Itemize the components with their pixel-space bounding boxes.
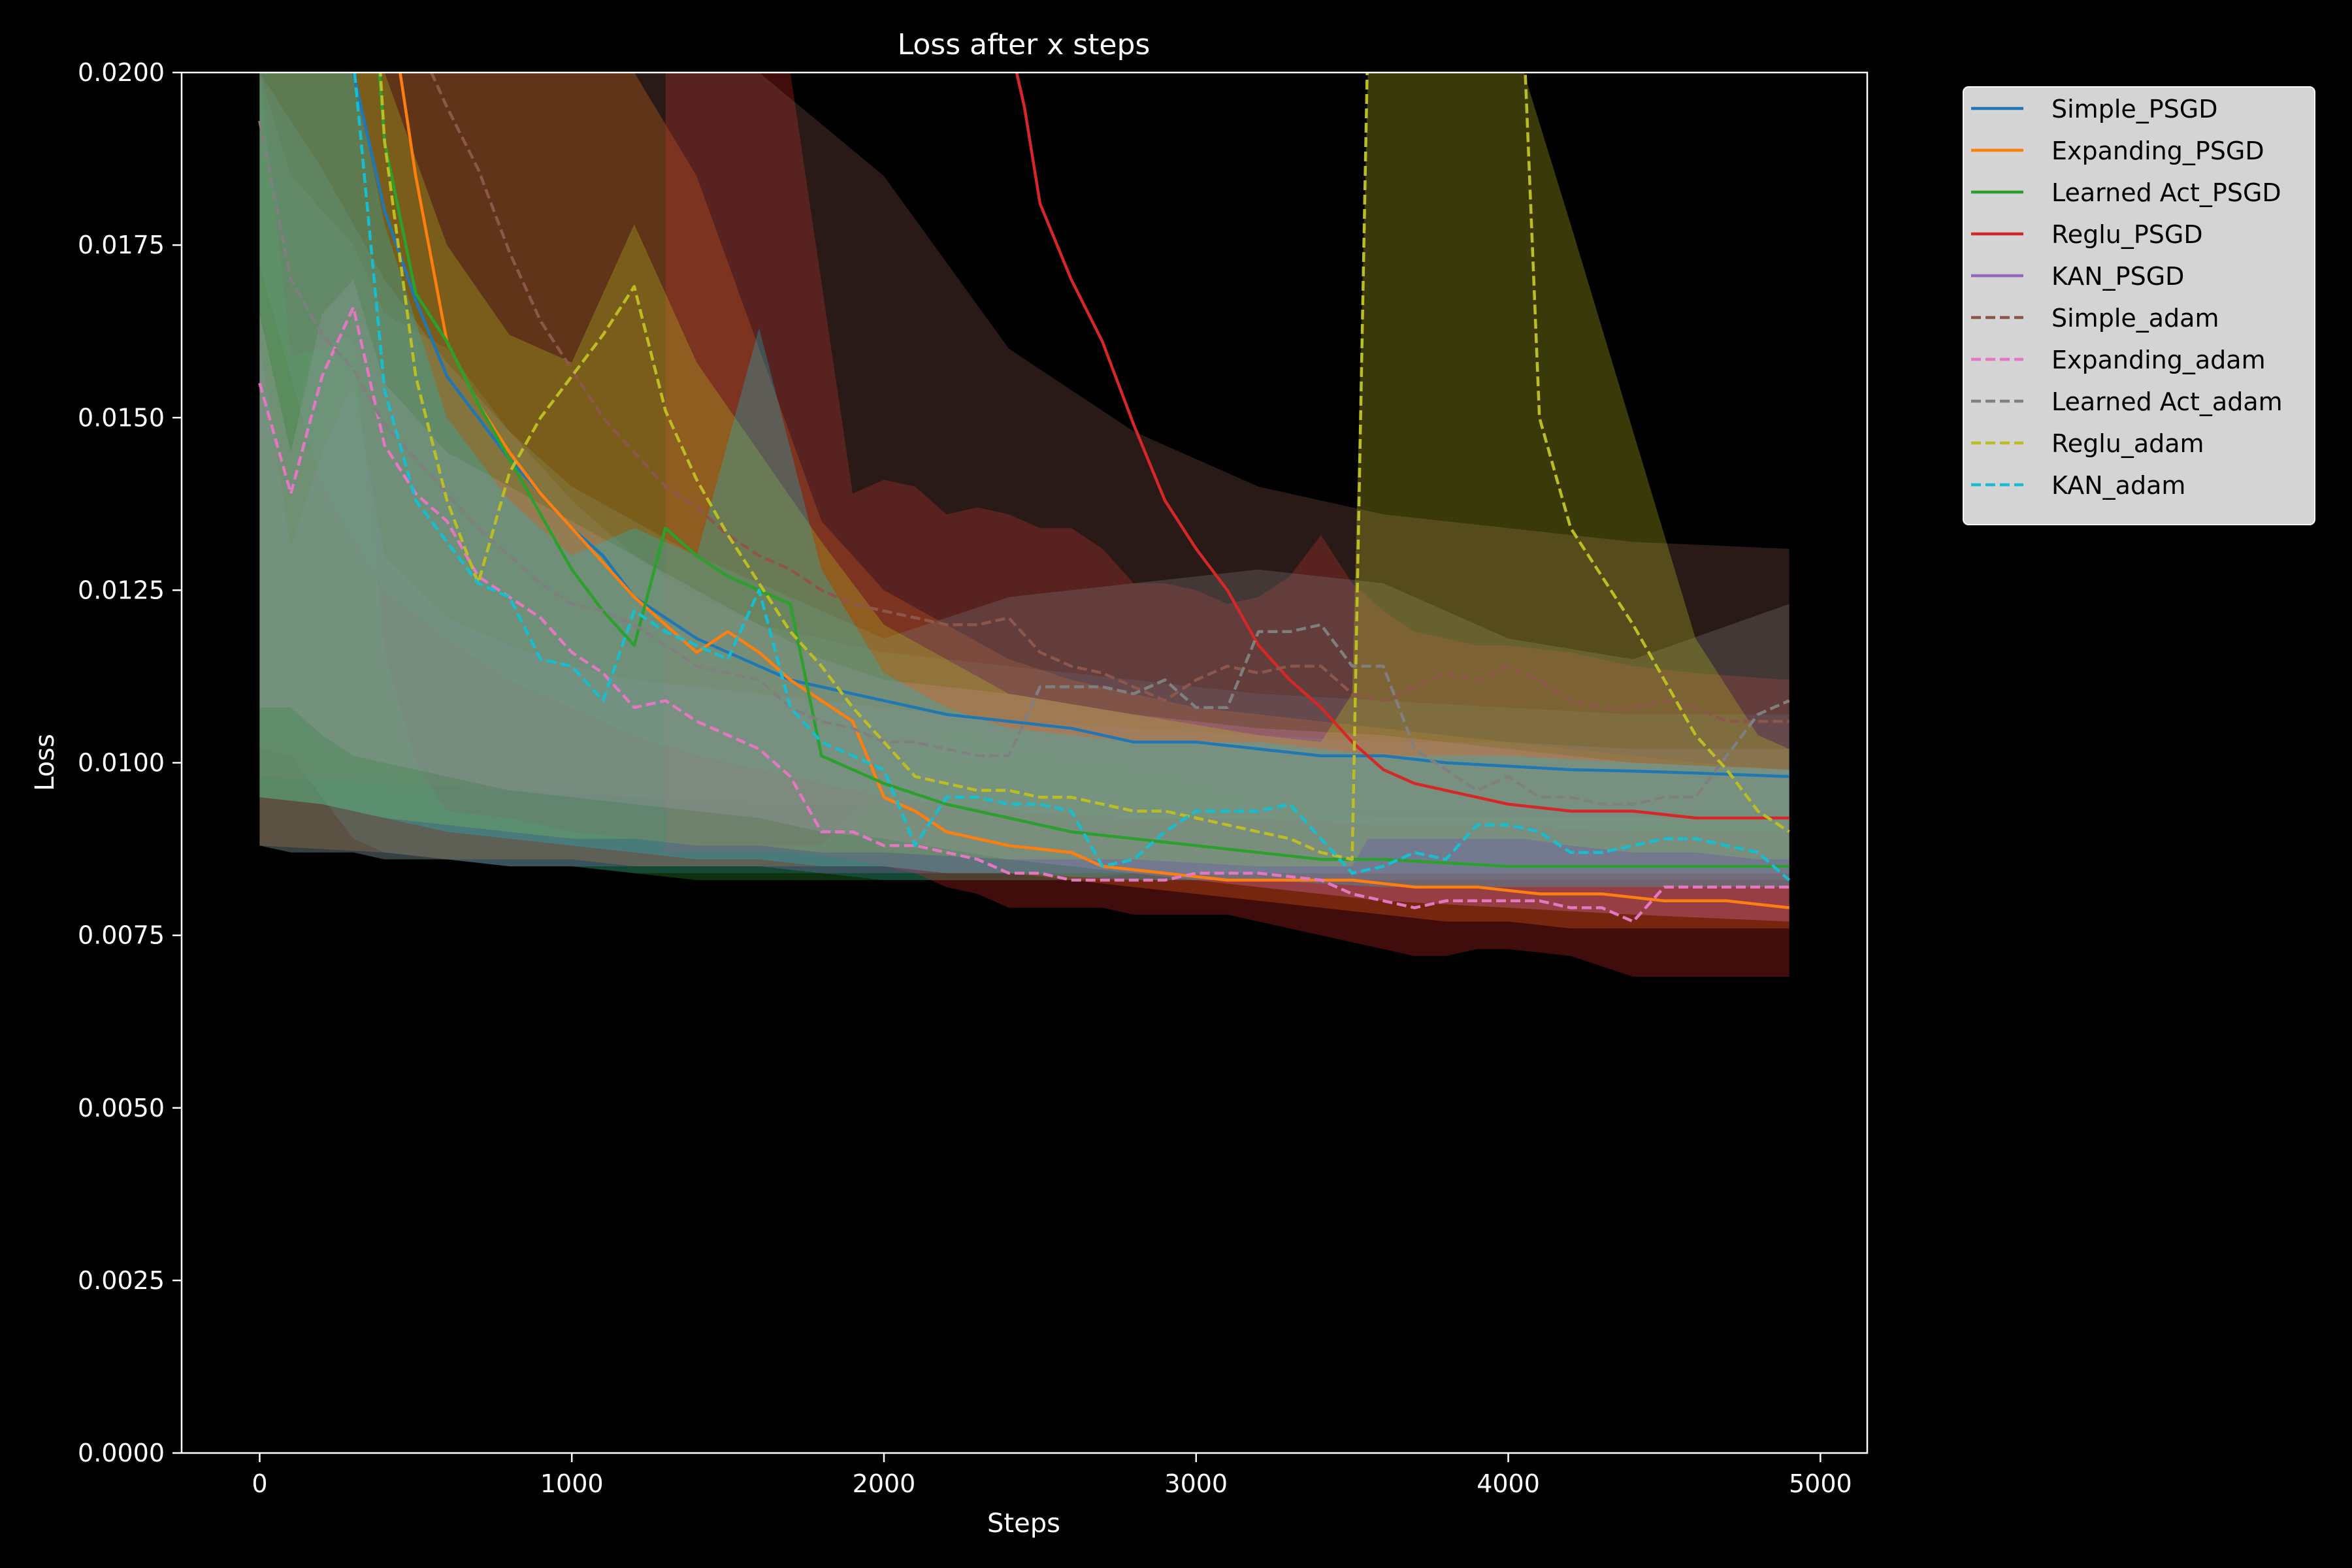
line-expanding-adam [258,305,1789,923]
y-tick-label: 0.0175 [78,231,165,259]
band-reglu-psgd [665,73,1789,977]
band-reglu-adam [259,73,1789,866]
line-learned-act-adam [258,120,1790,806]
y-tick-label: 0.0050 [78,1094,165,1122]
line-simple-adam [429,73,1789,723]
legend-label-learned-act-psgd: Learned Act_PSGD [2051,178,2281,207]
band-learned-act-psgd [259,73,1789,881]
band-kan-psgd [259,342,1789,874]
x-axis-ticks: 0 1000 2000 3000 4000 5000 [252,1453,1852,1498]
y-tick-label: 0.0075 [78,921,165,950]
confidence-bands [259,73,1789,977]
x-tick-label: 5000 [1789,1469,1852,1498]
legend-label-reglu-adam: Reglu_adam [2051,429,2204,458]
x-axis-label: Steps [987,1509,1060,1539]
legend-label-simple-adam: Simple_adam [2051,304,2219,333]
legend-label-expanding-adam: Expanding_adam [2051,346,2266,374]
band-simple-psgd [259,73,1789,881]
x-tick-label: 2000 [853,1469,916,1498]
legend-label-learned-act-adam: Learned Act_adam [2051,387,2283,416]
band-expanding-adam [259,279,1789,922]
y-tick-label: 0.0200 [78,58,165,87]
legend-label-simple-psgd: Simple_PSGD [2051,95,2218,123]
band-kan-adam [259,73,1789,887]
line-learned-act-psgd [378,73,1789,868]
x-tick-label: 0 [252,1469,267,1498]
line-kan-adam [353,73,1791,881]
band-learned-act-adam [259,73,1789,832]
line-reglu-psgd [1015,73,1789,820]
x-tick-label: 1000 [540,1469,604,1498]
y-tick-label: 0.0100 [78,749,165,777]
y-tick-label: 0.0125 [78,576,165,604]
legend-label-kan-adam: KAN_adam [2051,471,2185,500]
legend-label-kan-psgd: KAN_PSGD [2051,262,2184,291]
legend: Simple_PSGD Expanding_PSGD Learned Act_PSG… [1963,86,2315,525]
series-lines [258,73,1791,923]
y-tick-label: 0.0000 [78,1439,165,1467]
y-axis-label: Loss [30,734,60,791]
y-axis-ticks: 0.0000 0.0025 0.0050 0.0075 0.0100 0.0125 0.01… [78,58,182,1467]
legend-label-reglu-psgd: Reglu_PSGD [2051,220,2203,249]
y-tick-label: 0.0025 [78,1266,165,1295]
legend-label-expanding-psgd: Expanding_PSGD [2051,137,2264,165]
band-simple-adam [259,73,1789,811]
x-tick-label: 4000 [1477,1469,1540,1498]
line-expanding-psgd [399,73,1789,909]
y-tick-label: 0.0150 [78,403,165,432]
line-reglu-adam [378,73,1790,861]
legend-box [1963,86,2315,525]
chart-title: Loss after x steps [898,28,1151,61]
band-expanding-psgd [259,73,1789,929]
x-tick-label: 3000 [1164,1469,1228,1498]
